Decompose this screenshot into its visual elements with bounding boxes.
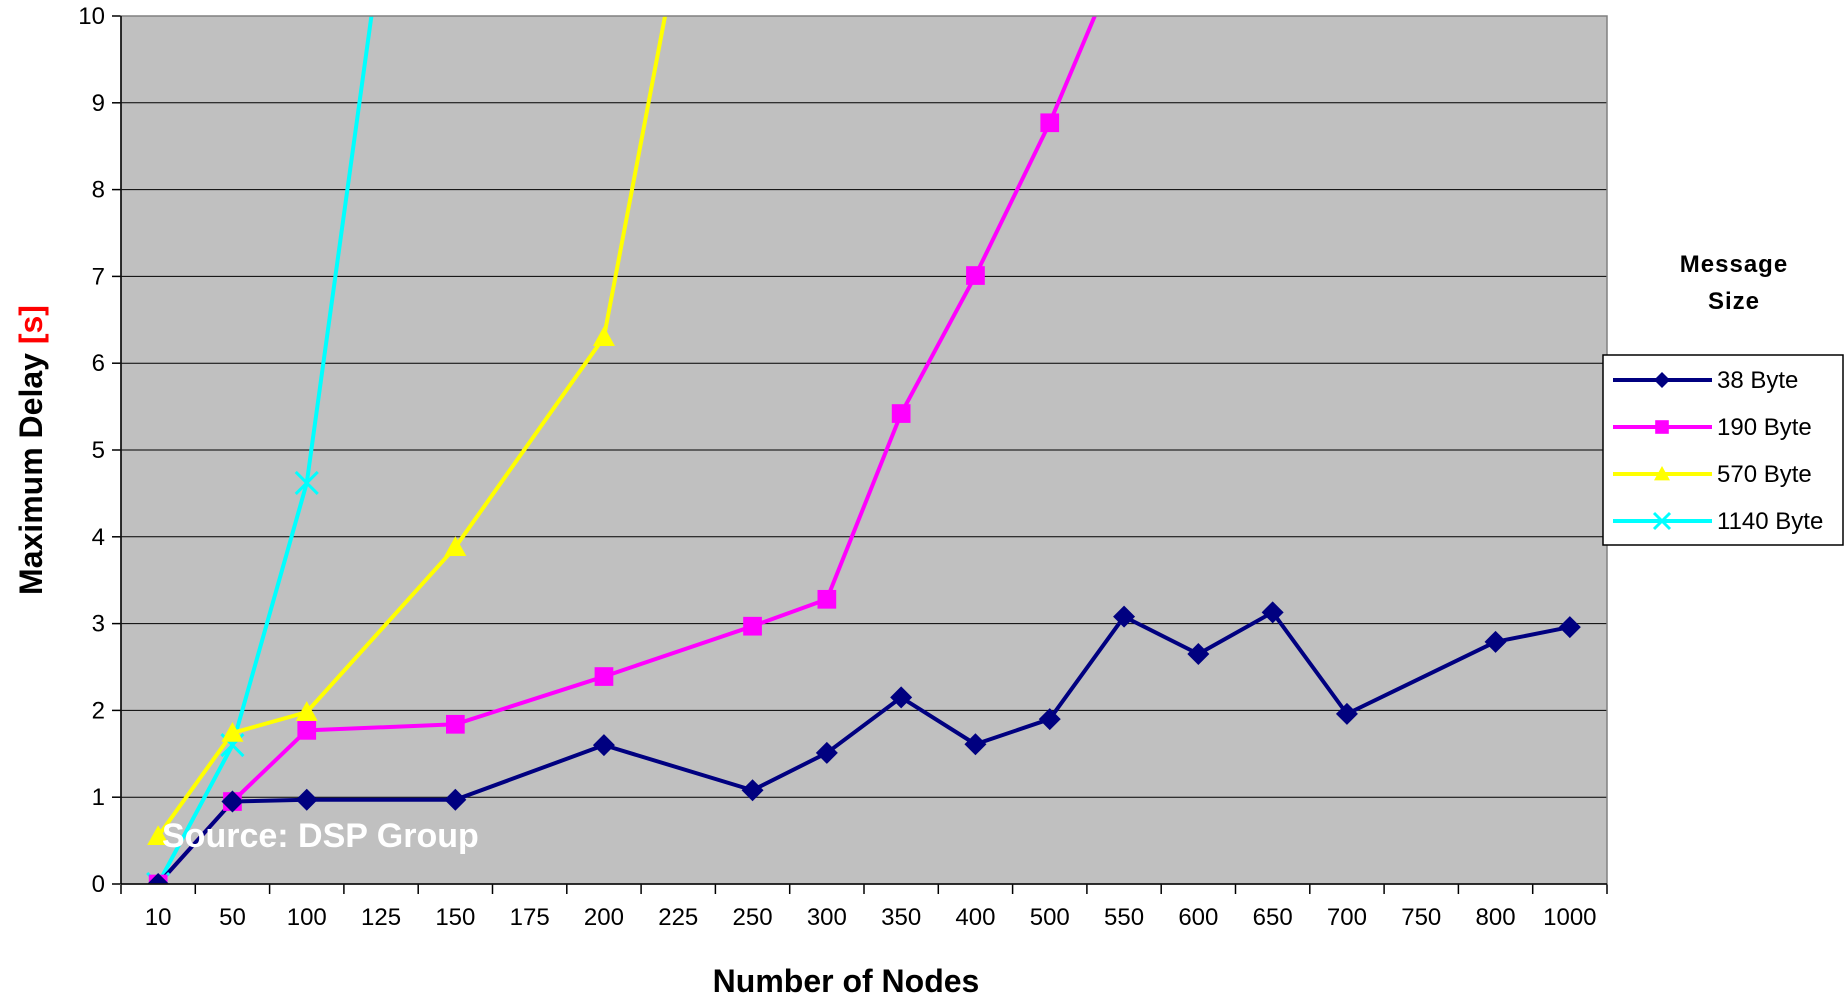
point-marker — [1654, 466, 1670, 481]
x-tick-label: 550 — [1104, 904, 1144, 931]
legend-label: 38 Byte — [1717, 367, 1798, 394]
point-marker — [444, 536, 467, 557]
point-marker — [1261, 601, 1284, 624]
x-tick-label: 10 — [145, 904, 172, 931]
x-tick-label: 650 — [1253, 904, 1293, 931]
y-tick-label: 7 — [92, 263, 105, 290]
point-marker — [741, 779, 764, 802]
legend-label: 1140 Byte — [1717, 508, 1823, 535]
x-tick-label: 50 — [219, 904, 246, 931]
marker-stroke — [1652, 511, 1672, 531]
y-axis-tick-labels: 0 1 2 3 4 5 6 7 8 9 10 — [78, 3, 105, 898]
x-tick-label: 250 — [733, 904, 773, 931]
point-marker — [444, 788, 467, 811]
legend: 38 Byte 190 Byte 570 Byte 1140 Byte — [1613, 367, 1823, 535]
marker-stroke — [294, 470, 319, 496]
legend-item: 1140 Byte — [1613, 508, 1823, 535]
point-marker — [817, 589, 837, 609]
y-tick-label: 2 — [92, 697, 105, 724]
y-tick-label: 0 — [92, 871, 105, 898]
x-tick-label: 500 — [1030, 904, 1070, 931]
legend-title-line1: Message — [1680, 251, 1788, 278]
x-axis-ticks — [120, 884, 1608, 894]
legend-label: 190 Byte — [1717, 414, 1812, 441]
y-tick-label: 5 — [92, 437, 105, 464]
y-tick-label: 10 — [78, 3, 105, 30]
x-tick-label: 150 — [435, 904, 475, 931]
point-marker — [890, 686, 913, 709]
series-markers — [147, 601, 1581, 884]
x-tick-label: 800 — [1476, 904, 1516, 931]
y-tick-label: 1 — [92, 784, 105, 811]
y-tick-label: 4 — [92, 524, 105, 551]
source-annotation: Source: DSP Group — [162, 817, 479, 855]
y-tick-label: 3 — [92, 611, 105, 638]
point-marker — [1038, 708, 1061, 731]
legend-item: 38 Byte — [1613, 367, 1798, 394]
point-marker — [966, 266, 985, 285]
series-line — [156, 610, 1571, 884]
x-tick-label: 1000 — [1543, 904, 1596, 931]
y-axis-title-text: Maximum Delay — [13, 344, 49, 595]
x-tick-label: 700 — [1327, 904, 1367, 931]
y-tick-label: 9 — [92, 90, 105, 117]
series-markers — [147, 326, 615, 846]
point-marker — [1335, 702, 1358, 725]
point-marker — [592, 326, 615, 346]
series-line — [156, 16, 668, 838]
point-marker — [295, 788, 318, 811]
point-marker — [294, 470, 319, 496]
point-marker — [147, 825, 170, 846]
y-tick-label: 6 — [92, 350, 105, 377]
x-tick-label: 400 — [955, 904, 995, 931]
x-axis-tick-labels: 10 50 100 125 150 175 200 225 250 300 350 400 500 550… — [145, 904, 1597, 931]
point-marker — [594, 667, 614, 686]
legend-item: 570 Byte — [1613, 461, 1812, 488]
x-tick-label: 300 — [807, 904, 847, 931]
point-marker — [592, 734, 615, 757]
x-tick-label: 125 — [361, 904, 401, 931]
point-marker — [221, 721, 244, 742]
y-tick-label: 8 — [92, 177, 105, 204]
x-tick-label: 750 — [1401, 904, 1441, 931]
point-marker — [1040, 113, 1060, 133]
x-tick-label: 350 — [881, 904, 921, 931]
series-line — [156, 16, 374, 884]
legend-label: 570 Byte — [1717, 461, 1812, 488]
point-marker — [1484, 630, 1507, 653]
point-marker — [1113, 605, 1136, 628]
point-marker — [1558, 616, 1581, 639]
x-tick-label: 600 — [1178, 904, 1218, 931]
y-axis-title: Maximum Delay [s] — [13, 305, 49, 595]
markers-layer — [146, 113, 1581, 884]
point-marker — [1654, 372, 1670, 388]
y-axis-unit: [s] — [13, 305, 49, 344]
point-marker — [1187, 642, 1210, 665]
point-marker — [147, 873, 170, 884]
x-tick-label: 175 — [510, 904, 550, 931]
point-marker — [295, 701, 318, 721]
point-marker — [891, 404, 911, 423]
point-marker — [221, 790, 244, 813]
point-marker — [964, 733, 987, 756]
x-tick-label: 100 — [287, 904, 327, 931]
x-tick-label: 200 — [584, 904, 624, 931]
legend-title-line2: Size — [1708, 288, 1760, 315]
legend-box — [1602, 354, 1844, 546]
legend-item: 190 Byte — [1613, 414, 1812, 441]
point-marker — [1655, 420, 1669, 434]
point-marker — [743, 616, 762, 636]
point-marker — [297, 721, 317, 740]
point-marker — [446, 714, 465, 734]
point-marker — [1652, 511, 1672, 531]
point-marker — [815, 741, 838, 764]
x-axis-title: Number of Nodes — [713, 963, 980, 999]
x-tick-label: 225 — [658, 904, 698, 931]
